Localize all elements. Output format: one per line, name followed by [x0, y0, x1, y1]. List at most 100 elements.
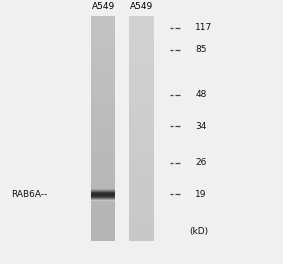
Bar	[91, 109, 115, 110]
Bar	[91, 202, 115, 203]
Bar	[91, 86, 115, 87]
Bar	[91, 220, 115, 221]
Bar	[91, 216, 115, 218]
Bar	[91, 193, 115, 194]
Bar	[91, 212, 115, 213]
Bar	[91, 76, 115, 77]
Bar	[91, 218, 115, 219]
Bar	[91, 172, 115, 173]
Bar	[91, 87, 115, 88]
Bar	[91, 18, 115, 19]
Bar	[91, 219, 115, 220]
Bar	[129, 126, 153, 129]
Bar	[91, 88, 115, 89]
Bar	[91, 208, 115, 209]
Bar	[91, 77, 115, 78]
Bar	[91, 121, 115, 122]
Bar	[91, 175, 115, 176]
Bar	[91, 145, 115, 146]
Bar	[91, 54, 115, 55]
Text: A549: A549	[130, 2, 153, 11]
Bar	[129, 191, 153, 194]
Bar	[91, 94, 115, 95]
Bar	[91, 154, 115, 155]
Bar	[129, 189, 153, 191]
Bar	[91, 141, 115, 142]
Bar	[91, 114, 115, 115]
Bar	[91, 194, 115, 195]
Bar	[129, 88, 153, 90]
Bar	[91, 229, 115, 230]
Bar	[129, 38, 153, 41]
Bar	[129, 133, 153, 135]
Bar	[91, 184, 115, 185]
Bar	[91, 58, 115, 59]
Bar	[91, 197, 115, 198]
Bar	[91, 62, 115, 63]
Bar	[91, 135, 115, 136]
Bar	[91, 26, 115, 27]
Bar	[91, 51, 115, 52]
Bar	[91, 95, 115, 96]
Bar	[91, 182, 115, 183]
Bar	[129, 184, 153, 187]
Bar	[129, 157, 153, 160]
Bar	[129, 204, 153, 207]
Bar	[91, 169, 115, 170]
Bar	[91, 89, 115, 90]
Bar	[91, 240, 115, 241]
Bar	[91, 35, 115, 36]
Bar	[91, 117, 115, 118]
Bar	[91, 109, 115, 110]
Bar	[129, 162, 153, 164]
Bar	[129, 25, 153, 27]
Text: 34: 34	[195, 121, 207, 131]
Bar	[91, 183, 115, 185]
Bar	[129, 130, 153, 133]
Bar	[91, 178, 115, 179]
Bar	[91, 234, 115, 235]
Bar	[129, 83, 153, 86]
Bar	[91, 92, 115, 93]
Bar	[91, 130, 115, 131]
Bar	[91, 70, 115, 71]
Bar	[129, 72, 153, 75]
Bar	[91, 16, 115, 17]
Bar	[129, 186, 153, 189]
Bar	[91, 160, 115, 161]
Bar	[91, 73, 115, 74]
Bar	[129, 31, 153, 34]
Bar	[91, 82, 115, 83]
Bar	[91, 221, 115, 222]
Bar	[91, 215, 115, 216]
Bar	[91, 58, 115, 59]
Bar	[129, 81, 153, 84]
Bar	[91, 122, 115, 123]
Bar	[129, 110, 153, 113]
Bar	[91, 101, 115, 102]
Bar	[91, 25, 115, 26]
Bar	[91, 111, 115, 112]
Bar	[91, 209, 115, 210]
Bar	[91, 175, 115, 176]
Bar	[91, 79, 115, 80]
Bar	[91, 23, 115, 24]
Bar	[129, 142, 153, 144]
Bar	[91, 237, 115, 238]
Bar	[91, 186, 115, 187]
Bar	[91, 106, 115, 107]
Bar	[91, 207, 115, 208]
Bar	[91, 231, 115, 232]
Bar	[91, 158, 115, 159]
Bar	[91, 131, 115, 132]
Bar	[91, 97, 115, 98]
Bar	[129, 236, 153, 239]
Bar	[91, 34, 115, 35]
Bar	[129, 200, 153, 203]
Bar	[91, 47, 115, 48]
Bar	[129, 117, 153, 120]
Bar	[129, 159, 153, 162]
Bar	[91, 118, 115, 119]
Bar	[129, 220, 153, 223]
Bar	[91, 146, 115, 147]
